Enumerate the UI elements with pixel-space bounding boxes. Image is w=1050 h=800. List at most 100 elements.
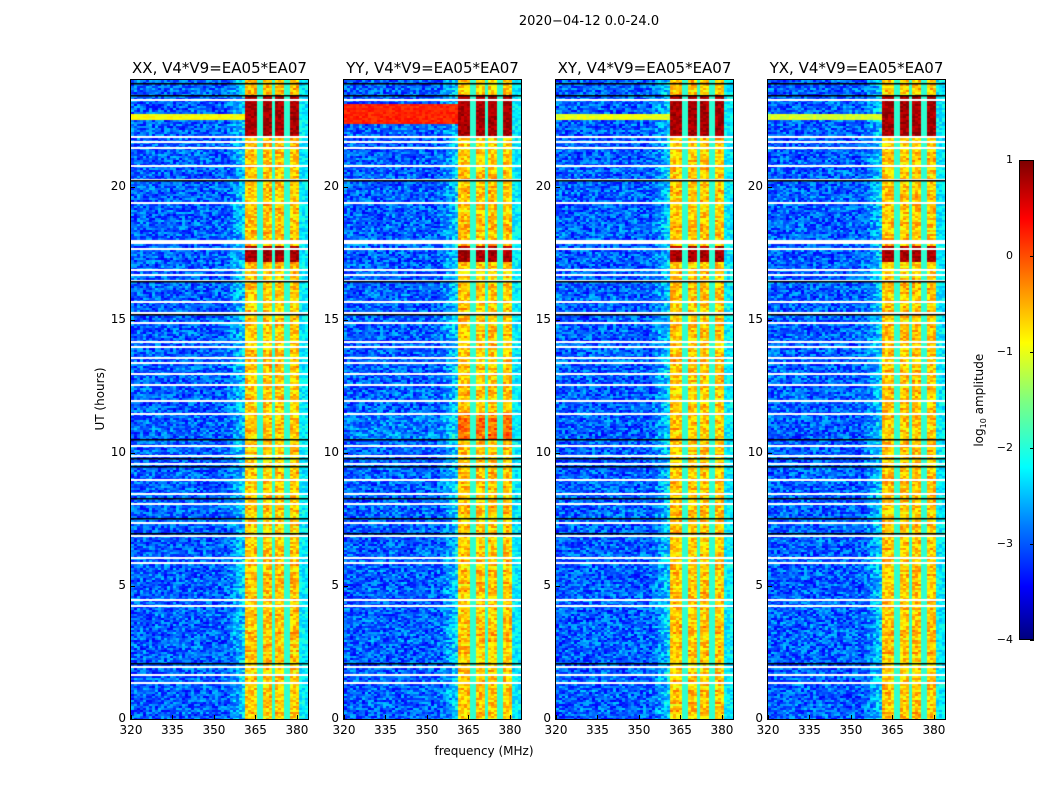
x-tick-mark <box>556 715 557 719</box>
x-tick-label: 335 <box>161 723 184 737</box>
y-tick-label: 20 <box>110 178 126 193</box>
y-tick-mark <box>556 186 560 188</box>
colorbar-tick-mark <box>1030 640 1034 641</box>
colorbar-tick-mark <box>1030 256 1034 257</box>
y-tick-label: 10 <box>323 444 339 459</box>
y-tick-mark <box>131 186 135 188</box>
x-tick-label: 320 <box>119 723 143 737</box>
x-tick-mark <box>809 715 811 719</box>
y-tick-mark <box>131 452 135 454</box>
y-tick-label: 20 <box>323 178 339 193</box>
x-tick-label: 320 <box>544 723 568 737</box>
x-tick-label: 365 <box>457 723 480 737</box>
x-tick-mark <box>721 715 723 719</box>
y-tick-mark <box>344 719 348 720</box>
colorbar-tick-label: 0 <box>1006 249 1013 262</box>
colorbar-tick-mark <box>1030 352 1034 353</box>
x-tick-mark <box>597 715 599 719</box>
y-tick-label: 0 <box>755 711 763 725</box>
x-tick-mark <box>213 715 215 719</box>
x-tick-mark <box>768 715 769 719</box>
panel-title: YY, V4*V9=EA05*EA07 <box>346 59 519 77</box>
y-tick-label: 5 <box>331 577 339 592</box>
y-tick-label: 15 <box>535 311 551 326</box>
heatmap-canvas <box>344 80 521 719</box>
y-tick-mark <box>556 719 560 720</box>
x-tick-mark <box>638 715 640 719</box>
colorbar-tick-label: −2 <box>996 441 1013 454</box>
x-tick-mark <box>131 715 132 719</box>
x-tick-label: 380 <box>498 723 522 737</box>
heatmap-canvas <box>556 80 733 719</box>
colorbar-tick-mark <box>1030 448 1034 449</box>
x-tick-mark <box>680 715 682 719</box>
y-tick-mark <box>768 719 772 720</box>
y-tick-mark <box>768 319 772 321</box>
y-tick-label: 0 <box>331 711 339 725</box>
y-tick-mark <box>556 452 560 454</box>
x-tick-label: 335 <box>586 723 609 737</box>
colorbar-tick-label: 1 <box>1006 153 1013 166</box>
x-tick-label: 350 <box>415 723 439 737</box>
y-tick-label: 10 <box>535 444 551 459</box>
panel-title: XX, V4*V9=EA05*EA07 <box>132 59 307 77</box>
y-tick-mark <box>768 186 772 188</box>
spectrogram-panel <box>343 79 522 720</box>
x-tick-mark <box>296 715 298 719</box>
colorbar-tick-label: −1 <box>996 345 1013 358</box>
y-tick-mark <box>344 319 348 321</box>
x-tick-mark <box>933 715 935 719</box>
x-tick-mark <box>255 715 257 719</box>
y-tick-mark <box>768 452 772 454</box>
x-tick-mark <box>344 715 345 719</box>
x-tick-mark <box>426 715 428 719</box>
x-tick-label: 350 <box>839 723 863 737</box>
y-tick-label: 15 <box>110 311 126 326</box>
x-tick-label: 365 <box>881 723 904 737</box>
heatmap-canvas <box>768 80 945 719</box>
y-tick-mark <box>768 585 772 587</box>
y-tick-label: 5 <box>755 577 763 592</box>
heatmap-canvas <box>131 80 308 719</box>
y-tick-label: 0 <box>543 711 551 725</box>
x-tick-label: 320 <box>332 723 356 737</box>
x-tick-mark <box>509 715 511 719</box>
y-tick-mark <box>344 186 348 188</box>
x-tick-label: 350 <box>202 723 226 737</box>
panel-title: YX, V4*V9=EA05*EA07 <box>769 59 944 77</box>
spectrogram-panel <box>130 79 309 720</box>
panel-title: XY, V4*V9=EA05*EA07 <box>557 59 732 77</box>
x-tick-label: 350 <box>627 723 651 737</box>
x-tick-label: 335 <box>798 723 821 737</box>
spectrogram-panel <box>767 79 946 720</box>
y-tick-label: 5 <box>118 577 126 592</box>
y-tick-label: 5 <box>543 577 551 592</box>
y-tick-label: 10 <box>747 444 763 459</box>
y-tick-mark <box>131 719 135 720</box>
colorbar <box>1019 160 1034 640</box>
y-tick-label: 20 <box>747 178 763 193</box>
y-tick-label: 15 <box>323 311 339 326</box>
x-tick-mark <box>850 715 852 719</box>
y-axis-label: UT (hours) <box>93 367 107 431</box>
y-tick-mark <box>344 452 348 454</box>
x-tick-mark <box>172 715 174 719</box>
y-tick-label: 15 <box>747 311 763 326</box>
x-tick-mark <box>468 715 470 719</box>
y-tick-mark <box>556 585 560 587</box>
colorbar-tick-label: −4 <box>996 633 1013 646</box>
y-tick-label: 10 <box>110 444 126 459</box>
x-tick-label: 335 <box>374 723 397 737</box>
y-tick-mark <box>131 585 135 587</box>
figure-title: 2020−04-12 0.0-24.0 <box>518 14 660 29</box>
y-tick-mark <box>556 319 560 321</box>
colorbar-tick-mark <box>1030 544 1034 545</box>
colorbar-tick-label: −3 <box>996 537 1013 550</box>
x-tick-label: 365 <box>669 723 692 737</box>
colorbar-label: log10 amplitude <box>971 353 989 447</box>
spectrogram-panel <box>555 79 734 720</box>
x-axis-label: frequency (MHz) <box>434 744 534 758</box>
x-tick-label: 320 <box>756 723 780 737</box>
y-tick-label: 20 <box>535 178 551 193</box>
